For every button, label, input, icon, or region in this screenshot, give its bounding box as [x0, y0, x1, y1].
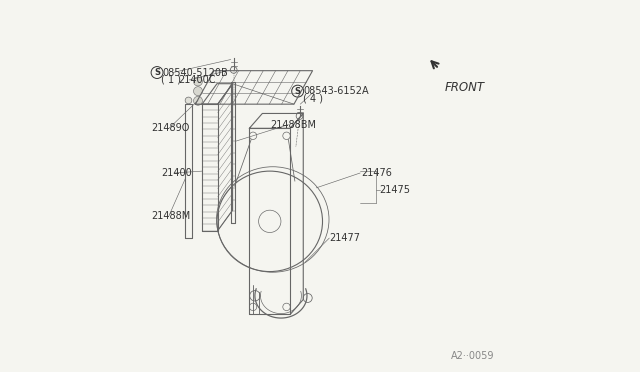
Text: 21476: 21476 [362, 168, 392, 178]
Circle shape [193, 77, 202, 86]
Circle shape [193, 87, 202, 96]
Text: 21488M: 21488M [152, 211, 191, 221]
Text: 21489O: 21489O [152, 124, 190, 133]
Text: ( 4 ): ( 4 ) [303, 94, 323, 103]
Text: ( 1 ): ( 1 ) [161, 75, 180, 85]
Circle shape [193, 96, 202, 105]
Text: S: S [294, 87, 301, 96]
Text: 21400C: 21400C [178, 75, 216, 85]
Text: 21488BM: 21488BM [270, 120, 316, 129]
Text: FRONT: FRONT [445, 81, 484, 94]
Circle shape [185, 97, 192, 104]
Text: 08543-6152A: 08543-6152A [303, 86, 369, 96]
Text: S: S [154, 68, 160, 77]
Text: 21475: 21475 [380, 185, 410, 195]
Text: 08540-5120B: 08540-5120B [163, 68, 228, 77]
Text: 21477: 21477 [330, 233, 360, 243]
Text: A2··0059: A2··0059 [451, 351, 495, 361]
Text: 21400: 21400 [161, 168, 191, 178]
